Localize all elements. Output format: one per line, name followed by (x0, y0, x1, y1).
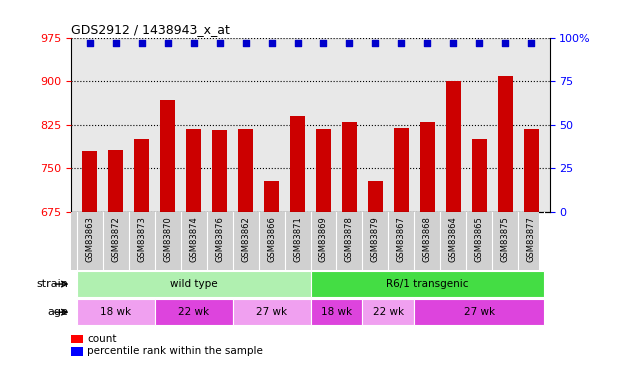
Text: GSM83879: GSM83879 (371, 216, 380, 262)
Bar (368, 181, 383, 212)
Text: GSM83863: GSM83863 (85, 216, 94, 262)
Point (163, 40, 173, 46)
Bar (497, 76, 513, 212)
Bar (238, 129, 253, 212)
Text: GSM83870: GSM83870 (163, 216, 172, 262)
Bar (108, 150, 124, 212)
Point (137, 40, 147, 46)
Text: R6/1 transgenic: R6/1 transgenic (386, 279, 469, 289)
Bar (471, 139, 487, 212)
Text: percentile rank within the sample: percentile rank within the sample (87, 346, 263, 356)
Bar (310, 271, 545, 297)
Point (319, 40, 329, 46)
Bar (446, 81, 461, 212)
Text: GSM83864: GSM83864 (449, 216, 458, 262)
Text: GSM83868: GSM83868 (423, 216, 432, 262)
Text: GSM83871: GSM83871 (293, 216, 302, 262)
Point (215, 40, 225, 46)
Text: GSM83866: GSM83866 (267, 216, 276, 262)
Point (371, 40, 381, 46)
Text: GSM83874: GSM83874 (189, 216, 198, 262)
Bar (420, 122, 435, 212)
Bar (155, 299, 232, 325)
Text: count: count (87, 334, 117, 344)
Bar (414, 299, 545, 325)
Point (111, 40, 120, 46)
Text: strain: strain (37, 279, 68, 289)
Bar (76, 299, 155, 325)
Bar (82, 151, 97, 212)
Text: 18 wk: 18 wk (100, 307, 131, 317)
Bar (160, 100, 175, 212)
Text: GSM83867: GSM83867 (397, 216, 406, 262)
Text: GSM83877: GSM83877 (527, 216, 536, 262)
Text: GDS2912 / 1438943_x_at: GDS2912 / 1438943_x_at (71, 23, 230, 36)
Point (345, 40, 355, 46)
Text: 18 wk: 18 wk (321, 307, 352, 317)
Bar (290, 116, 306, 212)
Bar (394, 128, 409, 212)
Bar (315, 129, 331, 212)
Bar (342, 122, 357, 212)
Point (189, 40, 199, 46)
Text: 27 wk: 27 wk (464, 307, 495, 317)
Text: age: age (47, 307, 68, 317)
Text: GSM83878: GSM83878 (345, 216, 354, 262)
Point (292, 40, 302, 46)
Bar (363, 299, 414, 325)
Text: GSM83873: GSM83873 (137, 216, 146, 262)
Point (527, 40, 537, 46)
Bar (134, 139, 150, 212)
Bar (186, 129, 201, 212)
Bar (264, 181, 279, 212)
Point (84, 40, 94, 46)
Text: GSM83876: GSM83876 (215, 216, 224, 262)
Point (240, 40, 250, 46)
Bar (524, 129, 539, 212)
Point (501, 40, 510, 46)
Point (448, 40, 458, 46)
Text: GSM83865: GSM83865 (475, 216, 484, 262)
Bar (310, 299, 363, 325)
Text: GSM83862: GSM83862 (241, 216, 250, 262)
Point (396, 40, 406, 46)
Point (474, 40, 484, 46)
Point (266, 40, 276, 46)
Point (422, 40, 432, 46)
Text: GSM83869: GSM83869 (319, 216, 328, 262)
Bar (212, 130, 227, 212)
Text: GSM83872: GSM83872 (111, 216, 120, 262)
Bar (232, 299, 310, 325)
Bar (76, 271, 310, 297)
Text: wild type: wild type (170, 279, 217, 289)
Text: 22 wk: 22 wk (373, 307, 404, 317)
Text: 22 wk: 22 wk (178, 307, 209, 317)
Text: 27 wk: 27 wk (256, 307, 287, 317)
Text: GSM83875: GSM83875 (501, 216, 510, 262)
